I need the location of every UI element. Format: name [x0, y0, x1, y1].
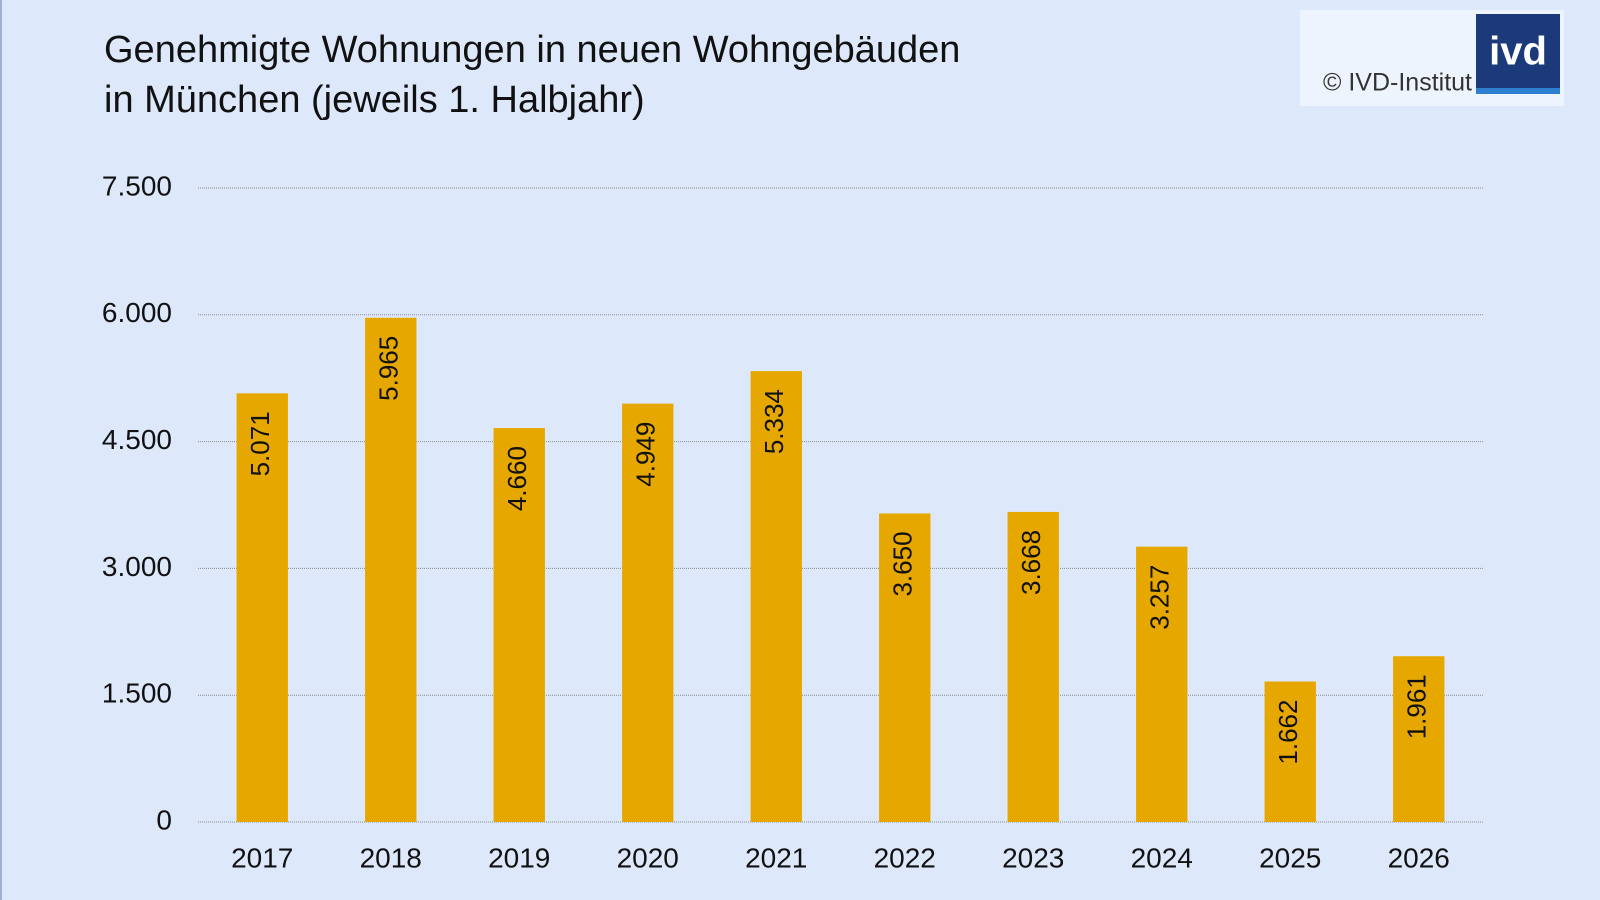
y-tick-label: 1.500	[102, 678, 172, 709]
value-label: 3.650	[888, 531, 918, 596]
bar	[622, 403, 674, 822]
value-label: 5.965	[374, 336, 404, 401]
value-label: 4.949	[631, 422, 661, 487]
y-tick-label: 3.000	[102, 551, 172, 582]
y-tick-label: 4.500	[102, 424, 172, 455]
x-tick-label: 2022	[874, 842, 936, 873]
x-tick-label: 2018	[360, 842, 422, 873]
value-label: 3.257	[1145, 565, 1175, 630]
y-tick-label: 7.500	[102, 170, 172, 201]
x-tick-label: 2023	[1002, 842, 1064, 873]
bar	[750, 371, 802, 822]
bar	[1007, 511, 1059, 822]
value-label: 4.660	[502, 446, 532, 511]
logo-text: ivd	[1489, 30, 1547, 74]
y-tick-label: 0	[156, 804, 172, 835]
x-tick-label: 2017	[231, 842, 293, 873]
bar	[236, 393, 288, 822]
bar	[493, 428, 545, 822]
logo-stripe	[1476, 88, 1560, 94]
x-tick-label: 2020	[617, 842, 679, 873]
value-label: 1.961	[1402, 674, 1432, 739]
chart-title: in München (jeweils 1. Halbjahr)	[104, 79, 645, 121]
value-label: 5.071	[245, 411, 275, 476]
bar	[1136, 546, 1188, 822]
x-tick-label: 2025	[1259, 842, 1321, 873]
bar	[1393, 656, 1445, 822]
source-note: © IVD-Institut	[1323, 69, 1472, 97]
x-tick-label: 2024	[1131, 842, 1193, 873]
value-label: 5.334	[759, 389, 789, 454]
bar	[879, 513, 931, 822]
chart-title: Genehmigte Wohnungen in neuen Wohngebäud…	[104, 29, 960, 71]
x-tick-label: 2026	[1388, 842, 1450, 873]
bar	[365, 317, 417, 822]
value-label: 3.668	[1016, 530, 1046, 595]
bar	[1264, 681, 1316, 822]
value-label: 1.662	[1273, 700, 1303, 765]
x-tick-label: 2021	[745, 842, 807, 873]
logo-box	[1476, 14, 1560, 94]
y-tick-label: 6.000	[102, 297, 172, 328]
x-tick-label: 2019	[488, 842, 550, 873]
